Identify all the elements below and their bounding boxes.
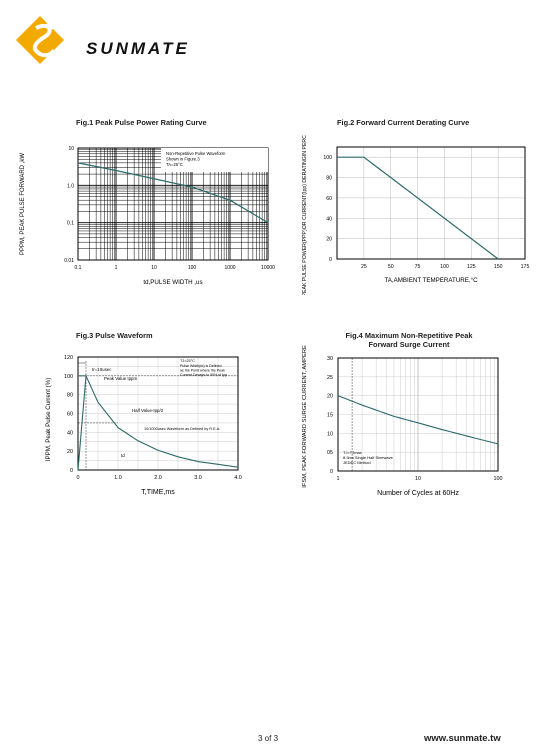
fig2-xtick: 125 (467, 264, 476, 270)
fig3-ytick: 100 (64, 374, 73, 380)
brand-logo: SUNMATE (14, 14, 204, 68)
fig3-annotation: Half Value-Ipp/2 (132, 408, 164, 413)
fig2-ytick: 80 (326, 176, 332, 182)
fig1-ytick: 10 (68, 146, 74, 152)
fig3-title: Fig.3 Pulse Waveform (76, 331, 153, 340)
fig3-annotation: 10/1000usec Waveform as Defined by R.E.A… (144, 427, 220, 431)
fig3-ytick: 120 (64, 355, 73, 361)
fig1-ytick: 0.1 (67, 221, 74, 227)
fig3-annotation: Current Decays to 50% of Ipp (180, 373, 227, 377)
fig1-xtick: 1 (115, 265, 118, 271)
fig1-annotation: Shown in Figure.3 (166, 157, 200, 162)
fig4-xtick: 100 (494, 476, 503, 482)
fig4-ytick: 30 (327, 356, 333, 362)
fig2-xtick: 25 (361, 264, 367, 270)
brand-name: SUNMATE (86, 39, 190, 58)
fig1-xlabel: td,PULSE WIDTH ,us (143, 279, 202, 286)
footer-url[interactable]: www.sunmate.tw (424, 733, 501, 744)
fig1-ytick: 1.0 (67, 183, 74, 189)
fig2-series-line (337, 156, 499, 260)
fig3-ytick: 80 (67, 393, 73, 399)
fig2-xtick: 100 (440, 264, 449, 270)
fig4-ytick: 10 (327, 431, 333, 437)
fig1-annotation: Non-Repetitive Pulse Waveform (166, 151, 226, 156)
fig3-series-line (77, 373, 239, 471)
fig2-xtick: 75 (415, 264, 421, 270)
fig4-xtick: 1 (337, 476, 340, 482)
fig2-ytick: 20 (326, 237, 332, 243)
fig4-title: Fig.4 Maximum Non-Repetitive Peak Forwar… (334, 331, 484, 349)
fig3-ylabel: IPPM, Peak Pulse Current (%) (45, 378, 52, 462)
fig2-xtick: 175 (521, 264, 530, 270)
fig4-annotation: JEDEC Method (343, 460, 371, 465)
fig1-xtick: 1000 (224, 265, 235, 271)
fig3-xtick: 1.0 (114, 475, 122, 481)
fig3-frame (77, 356, 239, 471)
fig1-xtick: 10000 (261, 265, 275, 271)
fig2-xtick: 50 (388, 264, 394, 270)
fig2-title: Fig.2 Forward Current Derating Curve (337, 118, 470, 127)
fig3-annotation: tr=10usec (92, 367, 112, 372)
fig3-annotation: Pulse Width(td) is Defined (180, 364, 222, 368)
fig2-ytick: 60 (326, 196, 332, 202)
fig4-ytick: 0 (330, 469, 333, 475)
fig2-ytick: 0 (329, 257, 332, 263)
fig3-annotation: Peak Value Ippm (104, 376, 137, 381)
fig4-series-line (337, 395, 499, 445)
fig1-xtick: 10 (151, 265, 157, 271)
fig4-ytick: 05 (327, 450, 333, 456)
fig3-annotation: td (121, 453, 125, 458)
fig3-xlabel: T,TIME,ms (141, 489, 175, 496)
fig4-xlabel: Number of Cycles at 60Hz (377, 490, 459, 497)
fig2-ylabel: PEAK PULSE POWER(PPP)OR CURRENT(Ipp) DER… (302, 135, 308, 295)
fig4-frame (337, 357, 499, 472)
fig2-ytick: 100 (323, 155, 332, 161)
fig3-ytick: 20 (67, 449, 73, 455)
fig4-ytick: 15 (327, 413, 333, 419)
fig4-annotation: TJ=TJmax (343, 450, 362, 455)
fig3-ytick: 60 (67, 412, 73, 418)
fig1-annotation: TA=25°C (166, 162, 183, 167)
fig2-frame (336, 146, 526, 260)
fig2-ytick: 40 (326, 216, 332, 222)
fig2-chart: 25 50 75 100 125 150 175 0 20 40 60 80 100 TA,AMBIENT… (302, 135, 530, 295)
fig3-xtick: 2.0 (154, 475, 162, 481)
fig4-title-text: Fig.4 Maximum Non-Repetitive Peak Forwar… (345, 331, 473, 349)
sun-logo-icon (16, 16, 64, 64)
fig3-annotation: as the Point where the Peak (180, 369, 225, 373)
fig4-annotation: 8.3ms Single Half Sinewave (343, 455, 394, 460)
fig3-xtick: 3.0 (194, 475, 202, 481)
fig1-ylabel: PPPM, PEAK PULSE FORWARD ,kW (20, 153, 26, 255)
fig3-ytick: 0 (70, 468, 73, 474)
fig1-xtick: 100 (188, 265, 197, 271)
fig1-ytick: 0.01 (64, 258, 74, 264)
fig2-xlabel: TA,AMBIENT TEMPERATURE,°C (384, 277, 478, 284)
fig3-chart: 0 1.0 2.0 3.0 4.0 0 20 40 60 80 100 120 tr=10usec Pea… (45, 355, 242, 496)
fig4-ytick: 25 (327, 375, 333, 381)
fig2-xtick: 150 (494, 264, 503, 270)
fig1-xtick: 0.1 (75, 265, 82, 271)
fig4-ytick: 20 (327, 394, 333, 400)
fig4-ylabel: IFSM, PEAK FORWARD SURGE CURRENT, AMPERE… (302, 345, 308, 488)
fig1-annotation-bg (161, 148, 268, 172)
page-number: 3 of 3 (258, 734, 279, 743)
fig3-annotation: TJ=25°C (180, 359, 195, 363)
fig1-series-line (77, 162, 269, 224)
fig3-xtick: 0 (77, 475, 80, 481)
fig1-title: Fig.1 Peak Pulse Power Rating Curve (76, 118, 207, 127)
fig3-xtick: 4.0 (234, 475, 242, 481)
fig3-ytick: 40 (67, 430, 73, 436)
fig4-xtick: 10 (415, 476, 421, 482)
